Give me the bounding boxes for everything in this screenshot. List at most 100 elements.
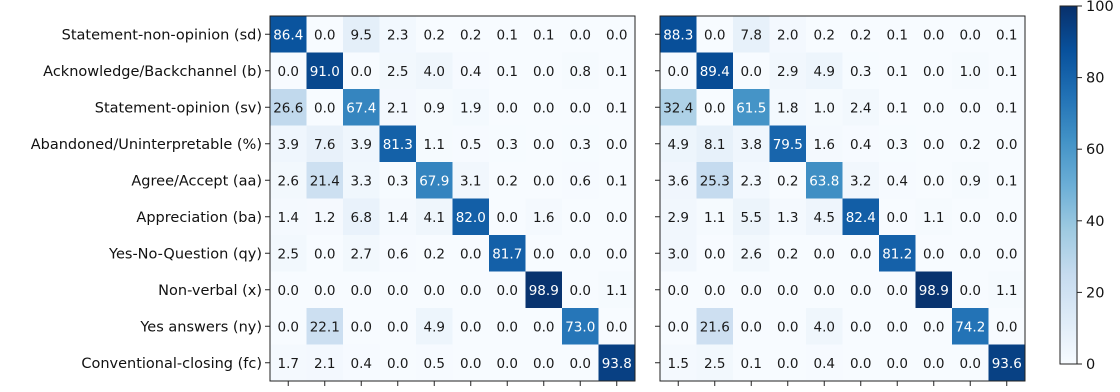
heatmap-cell [270, 344, 307, 382]
cell-value-label: 0.0 [850, 283, 871, 299]
heatmap-cell [270, 16, 307, 53]
cell-value-label: 0.0 [960, 100, 981, 116]
heatmap-cell [733, 198, 770, 236]
cell-value-label: 0.0 [850, 356, 871, 372]
cell-value-label: 82.4 [846, 210, 876, 226]
heatmap-cell [842, 89, 880, 126]
cell-value-label: 0.0 [923, 246, 944, 262]
cell-value-label: 0.3 [850, 64, 871, 80]
cell-value-label: 81.2 [882, 246, 912, 262]
heatmap-cell [952, 16, 989, 53]
heatmap-cell [306, 235, 344, 272]
heatmap-cell [915, 271, 953, 309]
cell-value-label: 0.0 [606, 210, 627, 226]
cell-value-label: 7.8 [741, 27, 762, 43]
cell-value-label: 98.9 [529, 283, 559, 299]
cell-value-label: 0.0 [814, 246, 835, 262]
cell-value-label: 0.2 [960, 137, 981, 153]
heatmap-cell [452, 16, 490, 53]
cell-value-label: 1.0 [960, 64, 981, 80]
heatmap-cell [660, 235, 697, 272]
heatmap-cell [988, 125, 1026, 163]
cell-value-label: 1.5 [668, 356, 689, 372]
cell-value-label: 0.0 [741, 64, 762, 80]
heatmap-cell [842, 344, 880, 382]
heatmap-cell [733, 89, 770, 126]
cell-value-label: 25.3 [700, 173, 730, 189]
heatmap-cell [842, 308, 880, 345]
heatmap-cell [806, 235, 843, 272]
cell-value-label: 2.5 [278, 246, 299, 262]
cell-value-label: 0.5 [460, 137, 481, 153]
cell-value-label: 0.1 [996, 27, 1017, 43]
heatmap-cell [416, 16, 453, 53]
cell-value-label: 86.4 [273, 27, 303, 43]
heatmap-cell [915, 344, 953, 382]
cell-value-label: 3.0 [668, 246, 689, 262]
cell-value-label: 2.7 [351, 246, 372, 262]
heatmap-cell [489, 308, 526, 345]
heatmap-right: 88.3 0.0 7.8 2.0 0.2 0.2 0.1 0.0 0.0 0.1 0.0 89.4 0.… [655, 15, 1026, 392]
cell-value-label: 89.4 [700, 64, 730, 80]
heatmap-cell [379, 235, 417, 272]
heatmap-cell [660, 89, 697, 126]
cell-value-label: 0.0 [923, 356, 944, 372]
heatmap-cell [452, 52, 490, 90]
heatmap-cell [598, 162, 636, 199]
heatmap-cell [988, 198, 1026, 236]
cell-value-label: 67.9 [419, 173, 449, 189]
heatmap-cell [379, 52, 417, 90]
cell-value-label: 0.1 [741, 356, 762, 372]
cell-value-label: 61.5 [736, 100, 766, 116]
heatmap-cell [879, 308, 916, 345]
cell-value-label: 73.0 [565, 319, 595, 335]
heatmap-cell [952, 89, 989, 126]
cell-value-label: 98.9 [919, 283, 949, 299]
cell-value-label: 3.6 [668, 173, 689, 189]
cell-value-label: 0.0 [960, 27, 981, 43]
cell-value-label: 1.0 [814, 100, 835, 116]
cell-value-label: 0.1 [497, 27, 518, 43]
heatmap-cell [379, 125, 417, 163]
cell-value-label: 2.5 [704, 356, 725, 372]
heatmap-cell [525, 125, 563, 163]
heatmap-cell [452, 162, 490, 199]
cell-value-label: 0.0 [570, 27, 591, 43]
heatmap-cell [270, 308, 307, 345]
cell-value-label: 0.0 [314, 246, 335, 262]
heatmap-cell [598, 271, 636, 309]
cell-value-label: 3.9 [351, 137, 372, 153]
cell-value-label: 0.0 [497, 283, 518, 299]
heatmap-cell [806, 198, 843, 236]
cell-value-label: 0.0 [960, 356, 981, 372]
cell-value-label: 4.9 [424, 319, 445, 335]
heatmap-cell [806, 271, 843, 309]
heatmap-cell [270, 235, 307, 272]
heatmap-cell [306, 89, 344, 126]
heatmap-cell [988, 308, 1026, 345]
cell-value-label: 0.0 [460, 246, 481, 262]
cell-value-label: 8.1 [704, 137, 725, 153]
row-label: Conventional-closing (fc) [81, 356, 262, 372]
colorbar-tick-label: 100 [1086, 0, 1114, 15]
heatmap-cell [988, 271, 1026, 309]
heatmap-cell [769, 162, 807, 199]
heatmap-cell [343, 235, 380, 272]
cell-value-label: 0.3 [497, 137, 518, 153]
heatmap-cell [306, 16, 344, 53]
row-label: Statement-non-opinion (sd) [62, 27, 262, 43]
heatmap-cell [660, 52, 697, 90]
heatmap-cell [733, 162, 770, 199]
cell-value-label: 0.0 [570, 356, 591, 372]
heatmap-cell [769, 89, 807, 126]
heatmap-cell [696, 16, 734, 53]
cell-value-label: 22.1 [310, 319, 340, 335]
cell-value-label: 0.1 [497, 64, 518, 80]
heatmap-cell [988, 52, 1026, 90]
cell-value-label: 0.1 [996, 100, 1017, 116]
heatmap-cell [696, 125, 734, 163]
cell-value-label: 0.0 [741, 283, 762, 299]
heatmap-cell [769, 271, 807, 309]
cell-value-label: 21.6 [700, 319, 730, 335]
cell-value-label: 0.5 [424, 356, 445, 372]
